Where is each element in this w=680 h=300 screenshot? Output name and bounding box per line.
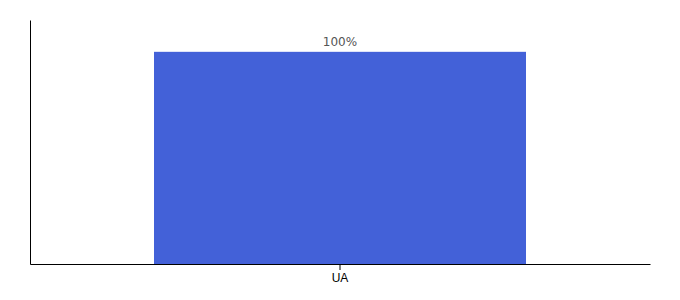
plot: UA 100% (31, 21, 651, 285)
x-axis: UA (31, 264, 651, 285)
x-tick: UA (332, 264, 349, 285)
chart: UA 100% (0, 0, 680, 300)
x-tick-label: UA (332, 271, 349, 285)
bar (154, 52, 526, 264)
y-axis-line (30, 21, 31, 265)
bars (154, 52, 526, 264)
data-labels: 100% (323, 35, 357, 49)
y-axis (30, 21, 31, 265)
x-tick-mark (340, 264, 341, 270)
data-label: 100% (323, 35, 357, 49)
